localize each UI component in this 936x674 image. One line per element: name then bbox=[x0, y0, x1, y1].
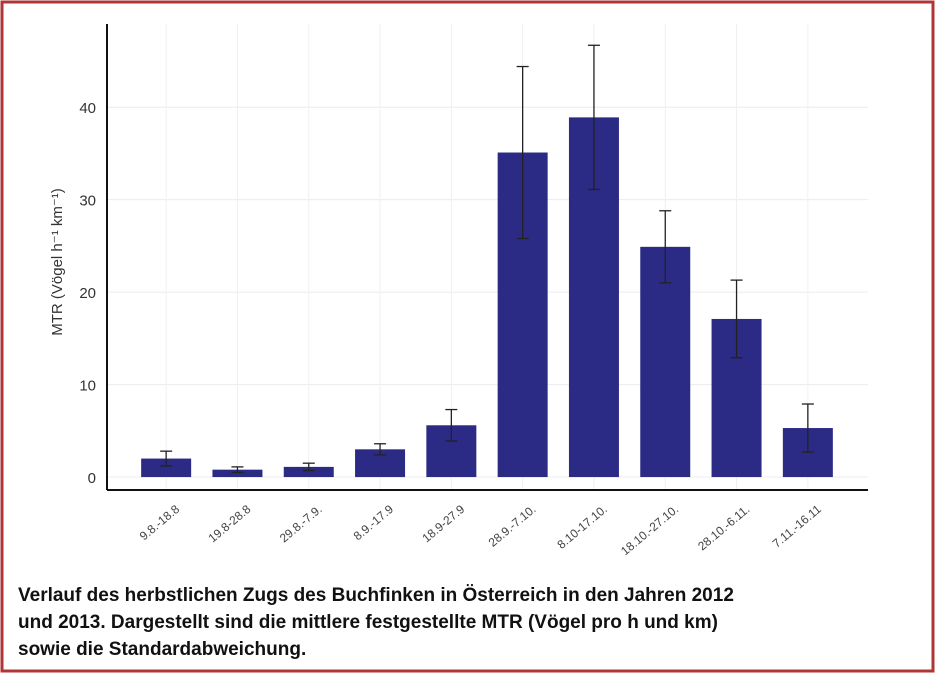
bar bbox=[212, 469, 263, 478]
bar bbox=[283, 466, 334, 478]
bar bbox=[640, 246, 691, 478]
y-tick-label: 0 bbox=[88, 470, 96, 487]
caption-line: und 2013. Dargestellt sind die mittlere … bbox=[18, 612, 718, 633]
y-tick-label: 10 bbox=[79, 378, 96, 395]
y-tick-label: 20 bbox=[79, 285, 96, 302]
caption-line: sowie die Standardabweichung. bbox=[18, 639, 306, 660]
bar bbox=[141, 458, 192, 478]
caption-line: Verlauf des herbstlichen Zugs des Buchfi… bbox=[18, 585, 734, 606]
y-tick-label: 40 bbox=[79, 100, 96, 117]
y-tick-label: 30 bbox=[79, 193, 96, 210]
y-axis-label: MTR (Vögel h⁻¹ km⁻¹) bbox=[49, 188, 66, 336]
